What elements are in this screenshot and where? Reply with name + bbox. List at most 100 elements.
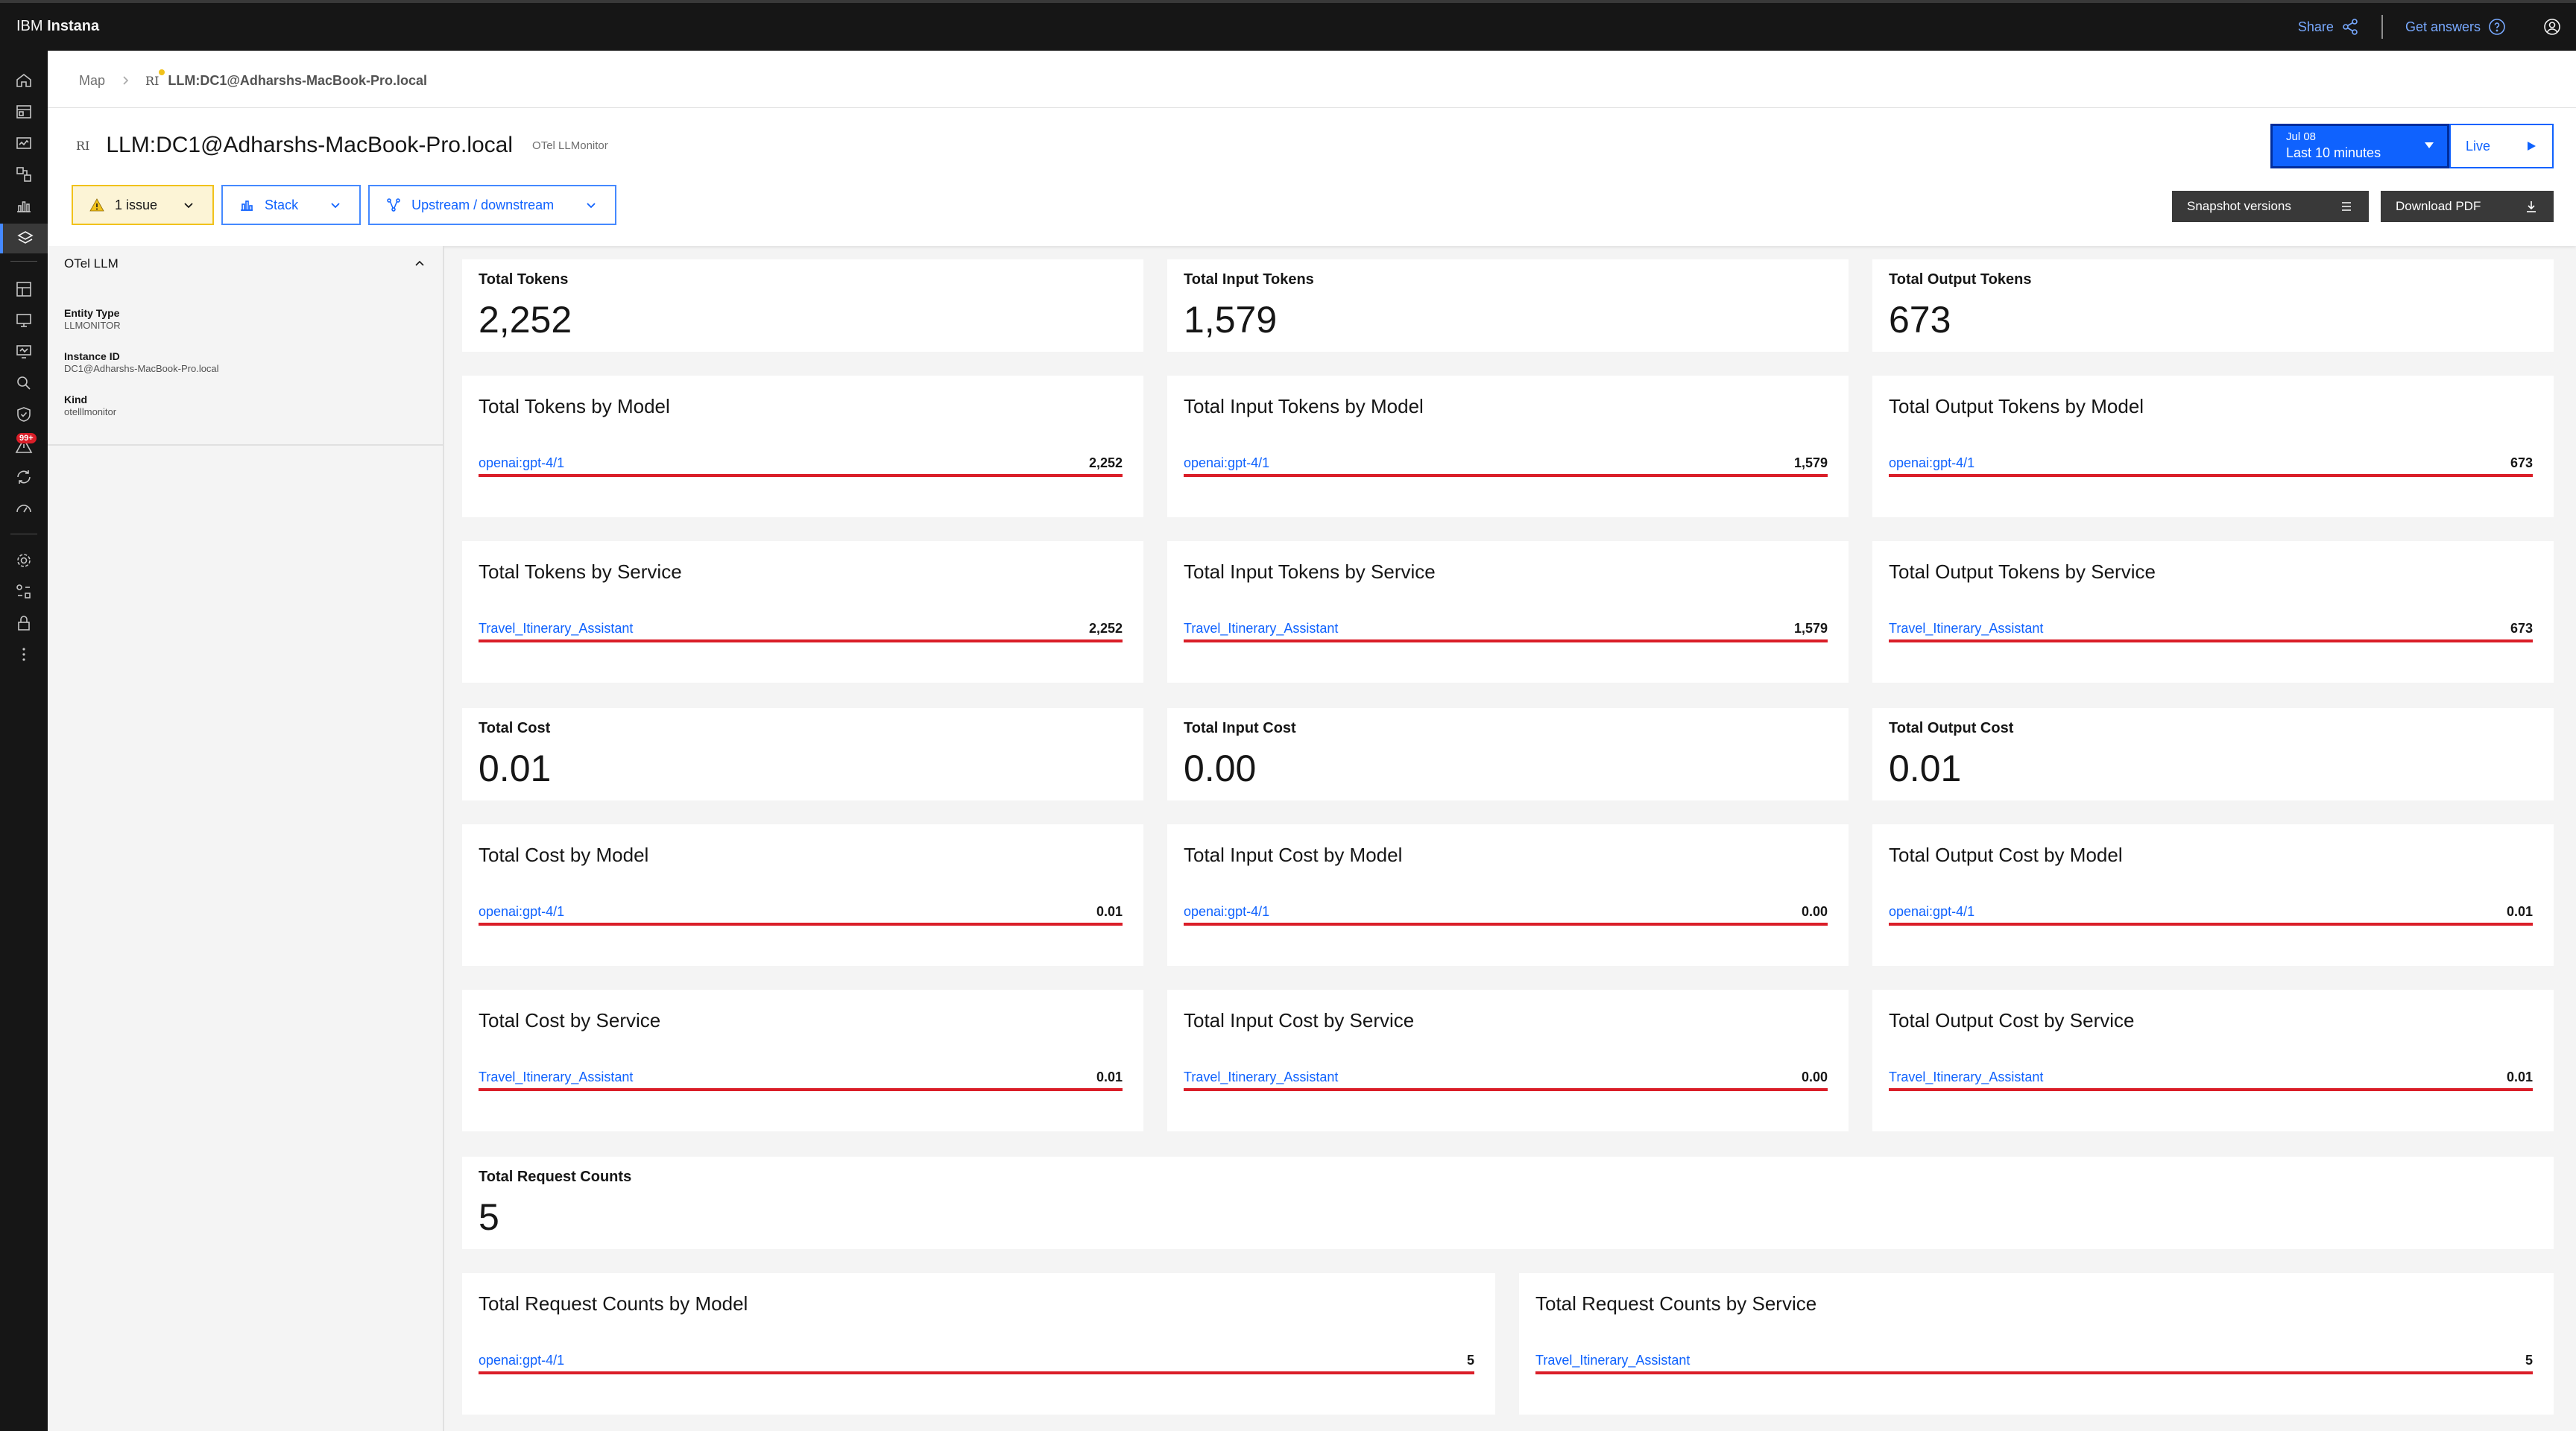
card-value: 1,579 [1184, 299, 1278, 341]
request-counts-by-model-card: Total Request Counts by Model openai:gpt… [462, 1273, 1495, 1415]
list-icon [2342, 202, 2351, 211]
breakdown-value: 0.00 [1801, 1070, 1828, 1084]
card-label: Total Cost [479, 720, 551, 736]
services-icon [16, 167, 31, 182]
nav-security[interactable] [0, 399, 48, 429]
total-input-tokens-card: Total Input Tokens 1,579 [1167, 259, 1849, 352]
input-tokens-by-model-card: Total Input Tokens by Model openai:gpt-4… [1167, 376, 1849, 517]
model-link[interactable]: openai:gpt-4/1 [479, 1353, 565, 1368]
stack-dropdown[interactable]: Stack [221, 185, 362, 225]
card-value: 0.00 [1184, 748, 1257, 789]
card-label: Total Output Tokens [1889, 271, 2032, 288]
model-link[interactable]: openai:gpt-4/1 [1889, 455, 1975, 470]
alerts-badge: 99+ [16, 433, 37, 443]
nav-access[interactable] [0, 608, 48, 638]
model-link[interactable]: openai:gpt-4/1 [479, 455, 565, 470]
breakdown-value: 0.01 [2506, 904, 2533, 919]
stack-icon [241, 200, 253, 211]
nav-more[interactable] [0, 639, 48, 669]
top-header: IBM Instana Share Get answers [0, 0, 2576, 51]
breakdown-row: openai:gpt-4/1 0.00 [1184, 897, 1828, 920]
service-link[interactable]: Travel_Itinerary_Assistant [1889, 1070, 2044, 1084]
snapshot-label: Snapshot versions [2187, 199, 2291, 213]
applications-icon [16, 137, 31, 149]
upstream-downstream-dropdown[interactable]: Upstream / downstream [368, 185, 617, 225]
nav-slo[interactable] [0, 493, 48, 523]
nav-applications[interactable] [0, 128, 48, 158]
service-link[interactable]: Travel_Itinerary_Assistant [1889, 621, 2044, 636]
nav-services[interactable] [0, 159, 48, 189]
output-cost-by-model-card: Total Output Cost by Model openai:gpt-4/… [1872, 824, 2554, 966]
breakdown-row: Travel_Itinerary_Assistant 1,579 [1184, 614, 1828, 636]
nav-dashboards[interactable] [0, 274, 48, 304]
nav-automation[interactable] [0, 462, 48, 492]
time-range-dropdown[interactable]: Jul 08 Last 10 minutes [2270, 124, 2449, 168]
breakdown-row: openai:gpt-4/1 0.01 [479, 897, 1123, 920]
breakdown-bar [479, 474, 1123, 477]
topology-icon [387, 198, 400, 212]
model-link[interactable]: openai:gpt-4/1 [479, 904, 565, 919]
breakdown-row: Travel_Itinerary_Assistant 0.01 [479, 1063, 1123, 1085]
breadcrumb-map[interactable]: Map [79, 72, 106, 88]
nav-monitors[interactable] [0, 306, 48, 335]
field-value: DC1@Adharshs-MacBook-Pro.local [64, 363, 219, 374]
nav-home[interactable] [0, 66, 48, 95]
breakdown-value: 5 [1466, 1353, 1474, 1368]
user-icon [2544, 19, 2560, 35]
tokens-by-model-card: Total Tokens by Model openai:gpt-4/1 2,25… [462, 376, 1143, 517]
card-label: Total Output Tokens by Model [1889, 395, 2144, 417]
nav-analytics[interactable] [0, 368, 48, 398]
download-pdf-button[interactable]: Download PDF [2381, 191, 2554, 222]
nav-websites[interactable] [0, 97, 48, 127]
model-link[interactable]: openai:gpt-4/1 [1184, 904, 1270, 919]
service-link[interactable]: Travel_Itinerary_Assistant [479, 621, 634, 636]
breakdown-bar [1184, 639, 1828, 642]
breakdown-row: Travel_Itinerary_Assistant 673 [1889, 614, 2533, 636]
monitor-icon [16, 314, 31, 327]
time-date: Jul 08 [2286, 130, 2317, 143]
help-icon [2489, 19, 2505, 35]
service-link[interactable]: Travel_Itinerary_Assistant [1184, 621, 1339, 636]
model-link[interactable]: openai:gpt-4/1 [1184, 455, 1270, 470]
get-answers-button[interactable]: Get answers [2383, 18, 2528, 36]
issues-dropdown[interactable]: 1 issue [72, 185, 215, 225]
request-counts-by-service-card: Total Request Counts by Service Travel_I… [1519, 1273, 2554, 1415]
nav-platform[interactable] [0, 224, 48, 253]
nav-integrations[interactable] [0, 577, 48, 607]
breadcrumb: Map RI LLM:DC1@Adharshs-MacBook-Pro.loca… [79, 66, 427, 95]
nav-synthetics[interactable] [0, 337, 48, 367]
model-link[interactable]: openai:gpt-4/1 [1889, 904, 1975, 919]
nav-events[interactable]: 99+ [0, 431, 48, 461]
cost-by-service-card: Total Cost by Service Travel_Itinerary_A… [462, 990, 1143, 1131]
nav-settings[interactable] [0, 546, 48, 575]
warning-icon [89, 198, 104, 212]
play-icon [2528, 142, 2536, 151]
breakdown-row: openai:gpt-4/1 0.01 [1889, 897, 2533, 920]
service-link[interactable]: Travel_Itinerary_Assistant [1535, 1353, 1690, 1368]
service-link[interactable]: Travel_Itinerary_Assistant [1184, 1070, 1339, 1084]
breakdown-value: 5 [2525, 1353, 2533, 1368]
header-actions: Snapshot versions Download PDF [2172, 191, 2554, 222]
entity-type-icon: RI [76, 138, 90, 153]
card-label: Total Cost by Service [479, 1009, 661, 1032]
share-button[interactable]: Share [2276, 18, 2381, 36]
breakdown-row: openai:gpt-4/1 673 [1889, 449, 2533, 471]
service-link[interactable]: Travel_Itinerary_Assistant [479, 1070, 634, 1084]
brand-name: Instana [47, 18, 100, 34]
field-value: LLMONITOR [64, 320, 121, 331]
breakdown-bar [479, 1088, 1123, 1091]
total-output-tokens-card: Total Output Tokens 673 [1872, 259, 2554, 352]
live-button[interactable]: Live [2449, 124, 2554, 168]
nav-infrastructure[interactable] [0, 191, 48, 221]
sidebar-header[interactable]: OTel LLM [48, 246, 443, 282]
sidebar-details: Entity Type LLMONITOR Instance ID DC1@Ad… [48, 282, 443, 446]
total-tokens-card: Total Tokens 2,252 [462, 259, 1143, 352]
brand-logo[interactable]: IBM Instana [16, 18, 99, 35]
header-chips: 1 issue Stack Upstream / downstream [72, 185, 617, 225]
instance-id-field: Instance ID DC1@Adharshs-MacBook-Pro.loc… [64, 350, 426, 374]
user-avatar[interactable] [2528, 3, 2576, 51]
gear-icon [17, 554, 31, 567]
card-value: 673 [1889, 299, 1951, 341]
entity-type-field: Entity Type LLMONITOR [64, 307, 426, 331]
snapshot-versions-button[interactable]: Snapshot versions [2172, 191, 2369, 222]
